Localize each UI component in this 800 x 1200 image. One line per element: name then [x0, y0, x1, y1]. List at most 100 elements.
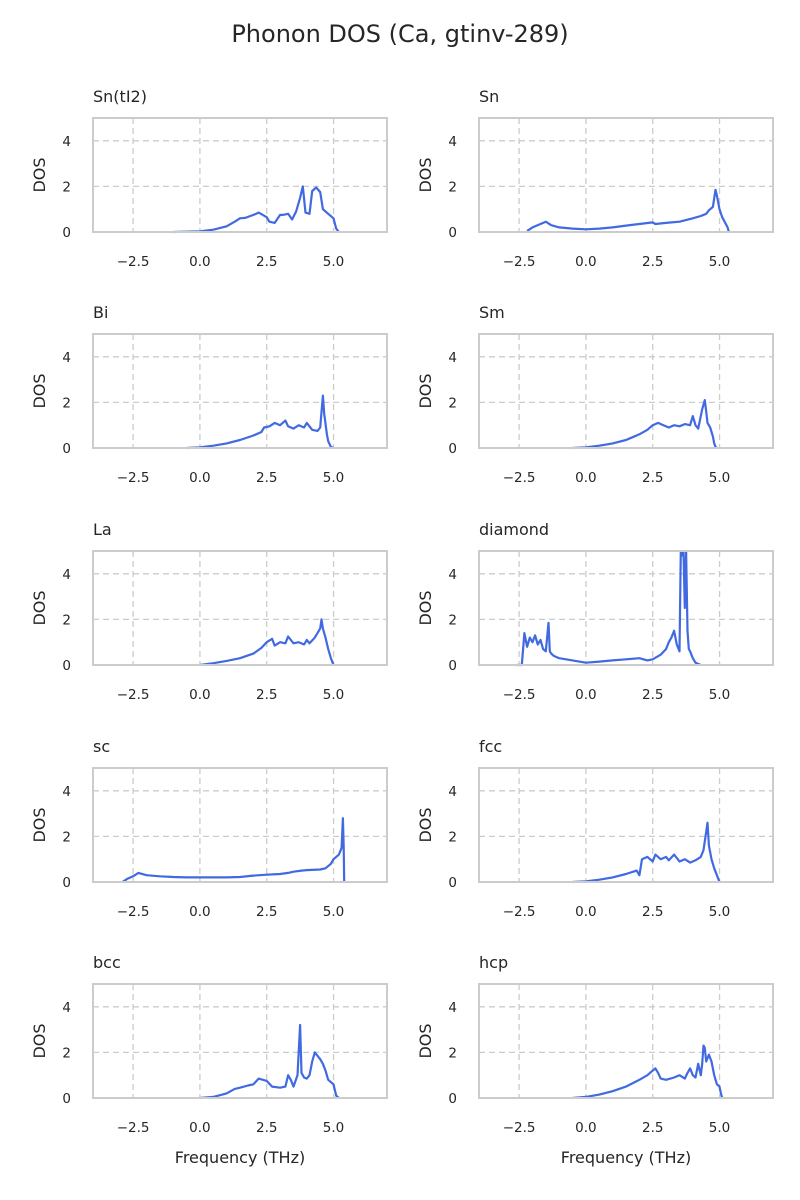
y-tick-label: 2	[448, 612, 457, 628]
y-tick-label: 2	[62, 179, 71, 195]
y-tick-label: 4	[448, 1000, 457, 1016]
y-axis-label: DOS	[30, 373, 49, 408]
subplot-hcp: hcp −2.5 0.0 2.5 5.0 0 2 4 DOS Frequency (THz)	[416, 953, 774, 1167]
x-tick-label: 2.5	[256, 470, 277, 486]
y-tick-label: 4	[448, 784, 457, 800]
dos-line	[199, 618, 335, 667]
y-tick-label: 0	[62, 225, 71, 241]
x-tick-label: −2.5	[117, 254, 150, 270]
axes-frame	[92, 550, 388, 666]
x-tick-label: 0.0	[189, 470, 210, 486]
x-tick-label: 5.0	[709, 1120, 730, 1136]
y-tick-label: 0	[448, 1091, 457, 1107]
y-tick-label: 4	[62, 350, 71, 366]
y-tick-label: 2	[62, 829, 71, 845]
subplot-sn: Sn −2.5 0.0 2.5 5.0 0 2 4 DOS	[416, 87, 774, 270]
x-tick-label: −2.5	[117, 470, 150, 486]
x-tick-label: 2.5	[256, 904, 277, 920]
y-tick-label: 0	[448, 658, 457, 674]
axes-frame	[478, 550, 774, 666]
y-tick-label: 2	[448, 829, 457, 845]
y-tick-label: 0	[448, 875, 457, 891]
y-tick-label: 2	[448, 1045, 457, 1061]
y-tick-label: 2	[448, 395, 457, 411]
y-axis-label: DOS	[30, 807, 49, 842]
dos-line	[572, 821, 721, 884]
dos-line	[173, 185, 340, 234]
subplot-sm: Sm −2.5 0.0 2.5 5.0 0 2 4 DOS	[416, 303, 774, 486]
y-tick-label: 0	[62, 875, 71, 891]
x-tick-label: −2.5	[503, 1120, 536, 1136]
x-tick-label: −2.5	[503, 904, 536, 920]
y-axis-label: DOS	[416, 373, 435, 408]
subplot-diamond: diamond −2.5 0.0 2.5 5.0 0 2 4 DOS	[416, 520, 774, 703]
x-tick-label: 0.0	[575, 687, 596, 703]
subplot-title: Sn	[479, 87, 499, 106]
dos-line	[572, 1044, 724, 1100]
figure-title: Phonon DOS (Ca, gtinv-289)	[231, 20, 569, 48]
x-tick-label: 2.5	[642, 687, 663, 703]
axes-frame	[92, 983, 388, 1099]
subplot-title: Sn(tI2)	[93, 87, 147, 106]
subplot-bi: Bi −2.5 0.0 2.5 5.0 0 2 4 DOS	[30, 303, 388, 486]
dos-line	[199, 1023, 340, 1100]
y-tick-label: 2	[62, 612, 71, 628]
dos-line	[516, 549, 702, 667]
y-tick-label: 0	[448, 225, 457, 241]
subplot-title: diamond	[479, 520, 549, 539]
subplot-title: La	[93, 520, 112, 539]
subplot-sn-ti2-: Sn(tI2) −2.5 0.0 2.5 5.0 0 2 4 DOS	[30, 87, 388, 270]
y-axis-label: DOS	[416, 807, 435, 842]
x-tick-label: 2.5	[256, 1120, 277, 1136]
dos-line	[526, 188, 730, 233]
x-tick-label: −2.5	[117, 687, 150, 703]
y-axis-label: DOS	[30, 1023, 49, 1058]
x-tick-label: −2.5	[503, 254, 536, 270]
x-tick-label: −2.5	[117, 904, 150, 920]
subplot-title: Bi	[93, 303, 108, 322]
x-tick-label: 5.0	[709, 904, 730, 920]
x-tick-label: 0.0	[575, 254, 596, 270]
x-tick-label: 0.0	[575, 904, 596, 920]
y-tick-label: 2	[62, 395, 71, 411]
y-tick-label: 0	[62, 658, 71, 674]
x-tick-label: 2.5	[256, 687, 277, 703]
subplot-bcc: bcc −2.5 0.0 2.5 5.0 0 2 4 DOS Frequency (THz)	[30, 953, 388, 1167]
axes-frame	[478, 767, 774, 883]
subplot-la: La −2.5 0.0 2.5 5.0 0 2 4 DOS	[30, 520, 388, 703]
y-tick-label: 4	[62, 1000, 71, 1016]
axes-frame	[92, 117, 388, 233]
x-tick-label: 2.5	[642, 470, 663, 486]
x-tick-label: 0.0	[189, 1120, 210, 1136]
y-tick-label: 4	[448, 350, 457, 366]
axes-frame	[478, 117, 774, 233]
subplot-title: Sm	[479, 303, 505, 322]
x-tick-label: 5.0	[323, 1120, 344, 1136]
subplot-title: fcc	[479, 737, 502, 756]
y-tick-label: 4	[62, 134, 71, 150]
y-tick-label: 4	[62, 784, 71, 800]
x-tick-label: −2.5	[503, 687, 536, 703]
x-tick-label: 5.0	[323, 687, 344, 703]
x-tick-label: 0.0	[575, 1120, 596, 1136]
x-tick-label: 5.0	[709, 470, 730, 486]
dos-line	[121, 817, 346, 883]
y-tick-label: 4	[448, 134, 457, 150]
x-axis-label: Frequency (THz)	[175, 1148, 305, 1167]
y-tick-label: 4	[62, 567, 71, 583]
y-tick-label: 2	[448, 179, 457, 195]
x-tick-label: 5.0	[323, 470, 344, 486]
y-axis-label: DOS	[416, 1023, 435, 1058]
x-tick-label: 5.0	[709, 254, 730, 270]
dos-line	[572, 399, 718, 450]
x-tick-label: 2.5	[642, 254, 663, 270]
x-tick-label: 5.0	[323, 254, 344, 270]
x-tick-label: 0.0	[189, 254, 210, 270]
x-tick-label: 0.0	[575, 470, 596, 486]
x-tick-label: 0.0	[189, 687, 210, 703]
subplot-sc: sc −2.5 0.0 2.5 5.0 0 2 4 DOS	[30, 737, 388, 920]
x-tick-label: 0.0	[189, 904, 210, 920]
y-axis-label: DOS	[30, 157, 49, 192]
subplot-title: hcp	[479, 953, 508, 972]
